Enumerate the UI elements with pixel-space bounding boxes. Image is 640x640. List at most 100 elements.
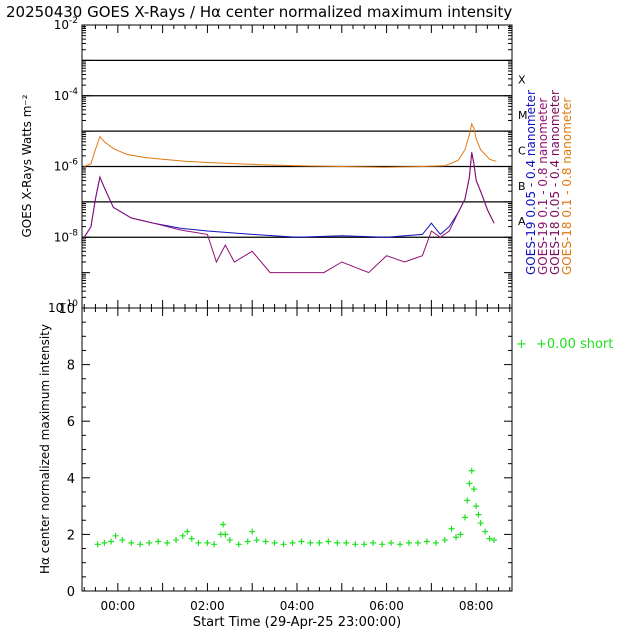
xray-y-axis-label: GOES X-Rays Watts m⁻² bbox=[20, 94, 34, 237]
xray-y-tick-label: 10-4 bbox=[54, 87, 79, 103]
halpha-point bbox=[155, 538, 162, 545]
flare-class-label: M bbox=[518, 109, 528, 122]
flare-class-label: B bbox=[518, 180, 526, 193]
flare-class-label: X bbox=[518, 74, 526, 87]
halpha-point bbox=[486, 535, 493, 542]
halpha-point bbox=[188, 535, 195, 542]
halpha-x-axis: 00:00 02:00 04:00 06:00 08:00 bbox=[83, 308, 511, 613]
halpha-y-tick-label: 4 bbox=[67, 472, 75, 487]
halpha-point bbox=[307, 539, 314, 546]
halpha-point bbox=[482, 528, 489, 535]
halpha-point bbox=[146, 539, 153, 546]
halpha-point bbox=[226, 537, 233, 544]
halpha-y-axis-label: Hα center normalized maximum intensity bbox=[38, 324, 52, 574]
halpha-point bbox=[249, 528, 256, 535]
halpha-point bbox=[128, 539, 135, 546]
xray-x-ticks bbox=[83, 25, 511, 308]
halpha-point bbox=[271, 539, 278, 546]
xray-series bbox=[83, 122, 497, 274]
halpha-point bbox=[477, 520, 484, 527]
halpha-point bbox=[235, 541, 242, 548]
xray-panel: 10-2 10-4 10-6 10-8 10-10 X M C B A GOES X-Rays … bbox=[20, 16, 574, 315]
chart-title: 20250430 GOES X-Rays / Hα center normali… bbox=[6, 3, 512, 21]
halpha-point bbox=[461, 514, 468, 521]
halpha-legend-marker: + bbox=[516, 337, 527, 352]
halpha-point bbox=[405, 539, 412, 546]
halpha-series bbox=[94, 467, 498, 548]
flare-class-label: C bbox=[518, 144, 526, 157]
halpha-point bbox=[94, 541, 101, 548]
halpha-point bbox=[388, 539, 395, 546]
halpha-point bbox=[441, 537, 448, 544]
halpha-point bbox=[220, 521, 227, 528]
xray-y-axis: 10-2 10-4 10-6 10-8 10-10 bbox=[48, 16, 512, 315]
halpha-point bbox=[491, 537, 498, 544]
halpha-point bbox=[379, 541, 386, 548]
halpha-point bbox=[468, 467, 475, 474]
x-tick-label: 04:00 bbox=[280, 599, 315, 613]
x-tick-label: 08:00 bbox=[459, 599, 494, 613]
halpha-point bbox=[464, 497, 471, 504]
halpha-point bbox=[457, 531, 464, 538]
xray-y-tick-label: 10-2 bbox=[54, 16, 78, 32]
halpha-point bbox=[343, 539, 350, 546]
halpha-point bbox=[334, 539, 341, 546]
halpha-y-tick-label: 6 bbox=[67, 415, 75, 430]
halpha-y-tick-label: 8 bbox=[67, 359, 75, 374]
halpha-point bbox=[370, 539, 377, 546]
halpha-x-axis-label: Start Time (29-Apr-25 23:00:00) bbox=[193, 615, 401, 630]
halpha-point bbox=[262, 538, 269, 545]
halpha-point bbox=[137, 541, 144, 548]
halpha-point bbox=[466, 480, 473, 487]
xray-y-tick-label: 10-8 bbox=[54, 228, 79, 244]
xray-y-tick-label: 10-6 bbox=[54, 158, 79, 174]
halpha-point bbox=[184, 528, 191, 535]
halpha-y-tick-label: 2 bbox=[67, 528, 75, 543]
halpha-point bbox=[211, 541, 218, 548]
halpha-point bbox=[101, 539, 108, 546]
flare-level-lines bbox=[82, 59, 512, 238]
halpha-point bbox=[179, 532, 186, 539]
xray-series-line-0 bbox=[84, 122, 497, 168]
xray-legend-entry: GOES-18 0.05 - 0.4 nanometer bbox=[548, 90, 562, 275]
halpha-point bbox=[164, 539, 171, 546]
halpha-point bbox=[173, 537, 180, 544]
x-tick-label: 00:00 bbox=[101, 599, 136, 613]
halpha-point bbox=[108, 538, 115, 545]
halpha-point bbox=[470, 486, 477, 493]
halpha-point bbox=[453, 534, 460, 541]
flare-class-labels: X M C B A bbox=[518, 74, 528, 229]
xray-legend-entry: GOES-18 0.1 - 0.8 nanometer bbox=[560, 98, 574, 275]
halpha-point bbox=[204, 539, 211, 546]
halpha-point bbox=[414, 539, 421, 546]
halpha-point bbox=[316, 539, 323, 546]
halpha-point bbox=[475, 511, 482, 518]
halpha-point bbox=[195, 539, 202, 546]
x-tick-label: 02:00 bbox=[190, 599, 225, 613]
halpha-point bbox=[325, 538, 332, 545]
flare-class-label: A bbox=[518, 215, 526, 228]
halpha-point bbox=[244, 538, 251, 545]
halpha-point bbox=[119, 537, 126, 544]
halpha-point bbox=[397, 541, 404, 548]
halpha-point bbox=[222, 531, 229, 538]
halpha-y-tick-label: 10 bbox=[58, 302, 75, 317]
halpha-point bbox=[112, 532, 119, 539]
halpha-point bbox=[432, 539, 439, 546]
halpha-point bbox=[473, 503, 480, 510]
xray-y-tick-label: 10-10 bbox=[48, 299, 78, 315]
halpha-legend: + +0.00 short bbox=[516, 337, 613, 352]
halpha-legend-label: +0.00 short bbox=[536, 337, 613, 352]
halpha-point bbox=[280, 541, 287, 548]
x-tick-label: 06:00 bbox=[369, 599, 404, 613]
halpha-point bbox=[253, 537, 260, 544]
halpha-point bbox=[289, 539, 296, 546]
halpha-panel: 0 2 4 6 8 10 00:00 02:00 04:00 06:00 08:00 Hα cen… bbox=[38, 302, 613, 630]
halpha-point bbox=[423, 538, 430, 545]
halpha-y-axis: 0 2 4 6 8 10 bbox=[58, 302, 512, 600]
halpha-y-tick-label: 0 bbox=[67, 585, 75, 600]
halpha-point bbox=[448, 525, 455, 532]
halpha-point bbox=[298, 538, 305, 545]
